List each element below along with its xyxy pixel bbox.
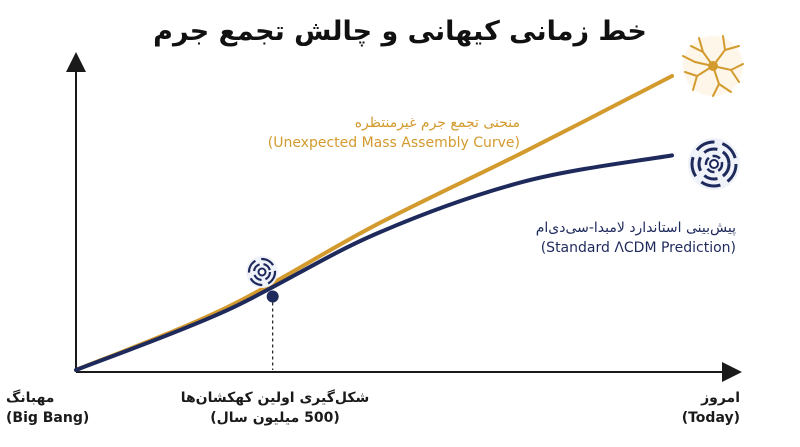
divergence-point [266,290,279,303]
gold-series-label: منحنی تجمع جرم غیرمنتظره (Unexpected Mas… [250,113,520,153]
navy-series-label-fa: پیش‌بینی استاندارد لامبدا-سی‌دی‌ام [535,220,736,236]
series-layer [74,74,674,372]
spiral-galaxy-icon [246,256,278,288]
x-label-today: امروز (Today) [640,388,740,428]
chart-title: خط زمانی کیهانی و چالش تجمع جرم [153,16,647,47]
x-label-today-en: (Today) [681,410,740,426]
series-line-lcdm-prediction [74,153,674,372]
x-label-first-galaxies-en: (500 میلیون سال) [210,410,340,426]
spiral-galaxy-icon [688,138,740,190]
navy-series-label-en: (Standard ΛCDM Prediction) [540,240,736,256]
x-label-big-bang: مهبانگ (Big Bang) [6,388,146,428]
gold-series-label-en: (Unexpected Mass Assembly Curve) [267,135,520,151]
x-label-first-galaxies: شکل‌گیری اولین کهکشان‌ها (500 میلیون سال… [175,388,375,428]
x-label-first-galaxies-fa: شکل‌گیری اولین کهکشان‌ها [180,390,370,406]
navy-series-label: پیش‌بینی استاندارد لامبدا-سی‌دی‌ام (Stan… [450,218,736,258]
gold-series-label-fa: منحنی تجمع جرم غیرمنتظره [354,115,520,131]
x-label-big-bang-en: (Big Bang) [6,410,90,426]
x-label-today-fa: امروز [701,390,740,406]
axes [66,52,742,382]
x-label-big-bang-fa: مهبانگ [6,390,55,406]
galaxy-network-icon [682,35,744,97]
